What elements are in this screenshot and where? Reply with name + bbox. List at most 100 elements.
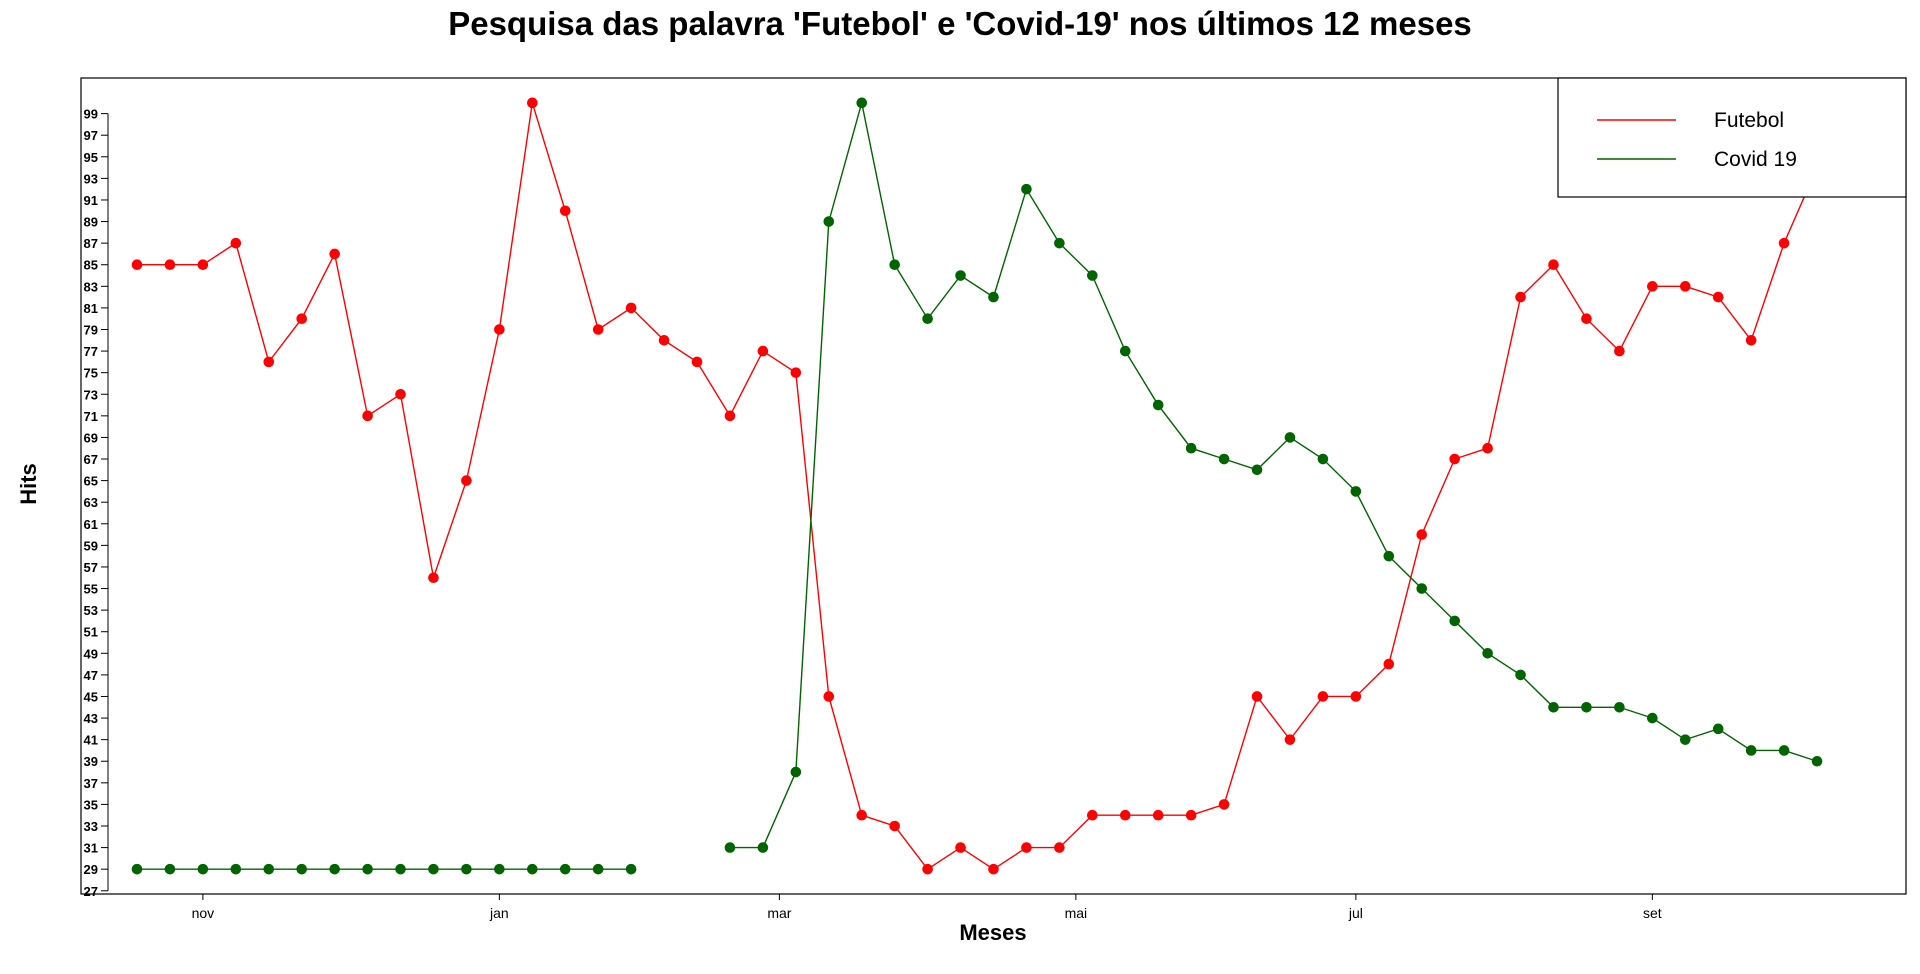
data-point-covid-19: [757, 842, 769, 853]
data-point-covid-19: [362, 863, 373, 875]
y-axis-title: Hits: [16, 463, 41, 505]
y-tick-label: 57: [84, 560, 98, 575]
data-point-covid-19: [1383, 550, 1395, 562]
data-point-futebol: [527, 97, 538, 109]
legend-box: [1557, 77, 1907, 198]
data-point-covid-19: [494, 863, 505, 875]
y-tick-label: 69: [84, 430, 98, 445]
y-tick-label: 87: [84, 236, 98, 251]
data-point-covid-19: [1581, 701, 1592, 713]
data-point-covid-19: [1054, 237, 1065, 249]
data-point-futebol: [1218, 799, 1230, 810]
y-tick-label: 45: [84, 689, 98, 704]
y-tick-label: 35: [84, 797, 98, 812]
y-tick-label: 59: [84, 538, 98, 553]
data-point-covid-19: [1416, 583, 1428, 594]
data-point-covid-19: [197, 863, 209, 875]
data-point-futebol: [757, 345, 769, 357]
legend-label: Futebol: [1714, 109, 1784, 132]
y-tick-label: 29: [84, 862, 98, 877]
data-point-covid-19: [395, 863, 406, 875]
data-point-futebol: [197, 259, 209, 271]
y-tick-label: 71: [84, 409, 98, 424]
y-tick-label: 85: [84, 258, 98, 273]
data-point-futebol: [1416, 529, 1428, 540]
y-axis: 27 29 31 33 35 37 39 41 43 45 47 49 51 53 55 57 59 61 63 65…: [84, 107, 109, 899]
y-tick-label: 89: [84, 215, 98, 230]
data-point-futebol: [1054, 842, 1065, 853]
data-point-futebol: [296, 313, 308, 324]
data-point-futebol: [164, 259, 176, 271]
y-tick-label: 55: [84, 582, 98, 597]
data-point-covid-19: [1021, 183, 1032, 195]
data-point-futebol: [658, 334, 670, 346]
y-tick-label: 41: [84, 733, 98, 748]
x-tick-label: mar: [767, 905, 791, 921]
data-point-covid-19: [1614, 701, 1625, 713]
data-point-covid-19: [1745, 745, 1757, 756]
data-point-futebol: [1647, 281, 1658, 292]
series-futebol: [131, 97, 1823, 875]
x-axis: nov jan mar mai jul set: [192, 894, 1662, 921]
chart-title: Pesquisa das palavra 'Futebol' e 'Covid-…: [448, 5, 1472, 42]
data-point-covid-19: [1317, 453, 1329, 465]
data-point-covid-19: [955, 270, 966, 281]
data-point-futebol: [856, 809, 868, 821]
data-point-futebol: [1614, 345, 1625, 357]
data-point-covid-19: [1218, 453, 1230, 465]
data-point-futebol: [1251, 691, 1263, 702]
data-point-covid-19: [263, 863, 275, 875]
data-point-futebol: [1185, 809, 1197, 821]
series-covid-19: [131, 97, 1823, 875]
data-point-futebol: [1515, 291, 1526, 303]
data-point-futebol: [395, 388, 406, 400]
y-tick-label: 63: [84, 495, 98, 510]
data-point-futebol: [724, 410, 736, 422]
legend-label: Covid 19: [1714, 148, 1797, 171]
data-point-futebol: [1021, 842, 1032, 853]
data-point-covid-19: [823, 216, 835, 227]
series-layer: [131, 97, 1823, 875]
data-point-covid-19: [724, 842, 736, 853]
data-point-covid-19: [1482, 648, 1493, 659]
y-tick-label: 49: [84, 646, 98, 661]
y-tick-label: 91: [84, 193, 98, 208]
data-point-futebol: [823, 691, 835, 702]
data-point-covid-19: [1119, 345, 1131, 357]
y-tick-label: 37: [84, 776, 98, 791]
y-tick-label: 75: [84, 366, 98, 381]
x-axis-title: Meses: [959, 920, 1026, 945]
data-point-futebol: [988, 863, 999, 875]
data-point-covid-19: [1778, 745, 1790, 756]
data-point-covid-19: [1647, 712, 1658, 724]
data-point-covid-19: [856, 97, 868, 109]
data-point-covid-19: [889, 259, 900, 271]
data-point-covid-19: [1515, 669, 1526, 681]
data-point-covid-19: [559, 863, 571, 875]
data-point-covid-19: [1350, 486, 1362, 497]
y-tick-label: 79: [84, 322, 98, 337]
y-tick-label: 27: [84, 884, 98, 899]
data-point-futebol: [263, 356, 275, 368]
y-tick-label: 39: [84, 754, 98, 769]
data-point-futebol: [131, 259, 143, 271]
data-point-covid-19: [428, 863, 439, 875]
y-tick-label: 67: [84, 452, 98, 467]
y-tick-label: 53: [84, 603, 98, 618]
plot-frame: [80, 77, 1907, 895]
data-point-covid-19: [1185, 442, 1197, 454]
x-tick-label: jul: [1348, 905, 1363, 921]
y-tick-label: 73: [84, 387, 98, 402]
data-point-futebol: [494, 324, 505, 335]
x-tick-label: jan: [489, 905, 509, 921]
y-tick-label: 51: [84, 625, 98, 640]
y-tick-label: 47: [84, 668, 98, 683]
y-tick-label: 61: [84, 517, 98, 532]
data-point-futebol: [1152, 809, 1164, 821]
data-point-futebol: [1679, 281, 1691, 292]
data-point-covid-19: [592, 863, 604, 875]
y-tick-label: 81: [84, 301, 98, 316]
data-point-covid-19: [1811, 755, 1823, 767]
data-point-futebol: [329, 248, 340, 260]
data-point-covid-19: [1284, 432, 1296, 443]
